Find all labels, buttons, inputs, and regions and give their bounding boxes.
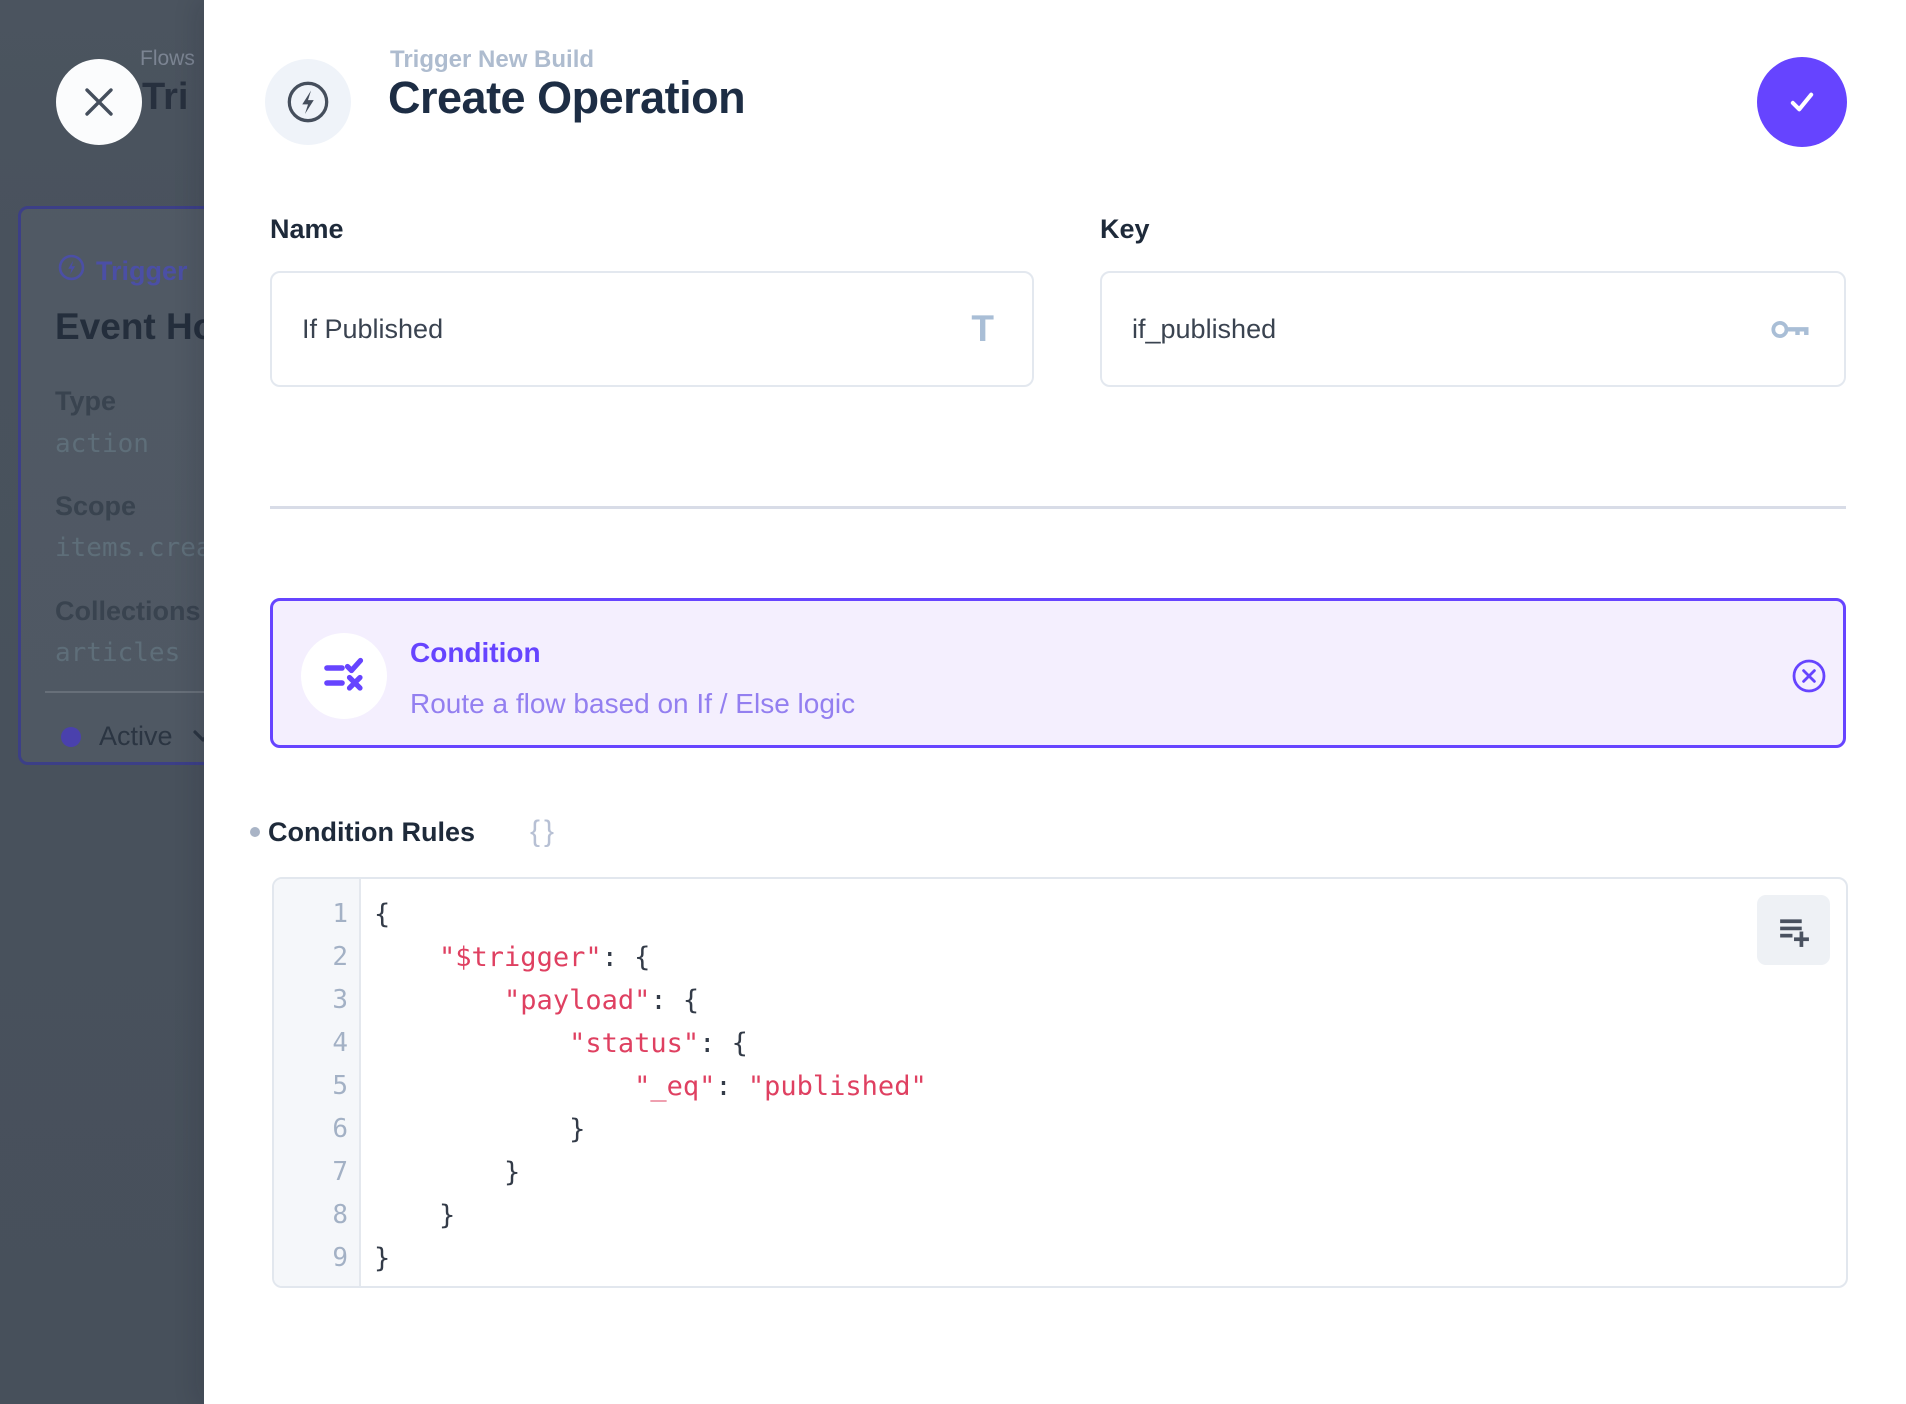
create-operation-drawer: Trigger New Build Create Operation Name … bbox=[204, 0, 1906, 1404]
status-dot bbox=[61, 726, 81, 747]
drawer-eyebrow: Trigger New Build bbox=[390, 46, 595, 73]
rule-icon bbox=[320, 652, 368, 700]
code-line: } bbox=[374, 1243, 391, 1274]
field-label: Type bbox=[55, 386, 117, 416]
line-number: 2 bbox=[332, 942, 348, 972]
field-label: Collections bbox=[55, 596, 201, 626]
line-number: 1 bbox=[332, 899, 348, 929]
key-field bbox=[1100, 271, 1846, 387]
status-row: Active bbox=[61, 721, 213, 752]
code-line: "payload": { bbox=[504, 985, 700, 1016]
insert-template-button[interactable] bbox=[1757, 895, 1830, 965]
editor-code-area[interactable]: { "$trigger": { "payload": { "status": {… bbox=[361, 879, 1846, 1286]
code-line: "_eq": "published" bbox=[634, 1071, 927, 1102]
code-line: } bbox=[374, 1114, 586, 1145]
section-divider bbox=[270, 506, 1846, 509]
key-input[interactable] bbox=[1102, 313, 1758, 345]
status-label: Active bbox=[99, 721, 173, 751]
name-field: T bbox=[270, 271, 1034, 387]
save-button[interactable] bbox=[1757, 57, 1847, 147]
close-drawer-button[interactable] bbox=[56, 59, 142, 145]
code-line: "status": { bbox=[569, 1028, 748, 1059]
name-input[interactable] bbox=[272, 313, 960, 345]
line-number: 9 bbox=[332, 1243, 348, 1273]
editor-line-numbers: 1 2 3 4 5 6 7 8 9 bbox=[274, 879, 361, 1286]
field-value: action bbox=[55, 429, 149, 459]
bolt-circle-icon bbox=[57, 253, 86, 289]
line-number: 3 bbox=[332, 985, 348, 1015]
condition-icon-circle bbox=[301, 633, 387, 719]
key-icon bbox=[1758, 316, 1844, 343]
playlist-add-icon bbox=[1775, 912, 1812, 949]
remove-condition-button[interactable] bbox=[1790, 657, 1828, 695]
x-circle-icon bbox=[1790, 657, 1828, 695]
bolt-icon bbox=[285, 79, 331, 125]
drawer-header-icon-circle bbox=[265, 59, 351, 145]
line-number: 4 bbox=[332, 1028, 348, 1058]
field-value: articles bbox=[55, 638, 181, 668]
condition-rules-editor: 1 2 3 4 5 6 7 8 9 { "$trigger": { "payload": { "… bbox=[272, 877, 1848, 1288]
condition-rules-label: Condition Rules bbox=[268, 817, 475, 847]
condition-subtitle: Route a flow based on If / Else logic bbox=[410, 688, 856, 719]
code-line: "$trigger": { bbox=[439, 942, 651, 973]
check-icon bbox=[1780, 80, 1824, 124]
close-icon bbox=[84, 87, 114, 117]
condition-title: Condition bbox=[410, 637, 541, 668]
breadcrumb: Flows bbox=[140, 47, 195, 70]
text-type-icon: T bbox=[971, 308, 994, 349]
card-divider bbox=[45, 691, 265, 693]
code-line: { bbox=[374, 899, 391, 930]
drawer-title: Create Operation bbox=[388, 72, 746, 123]
line-number: 7 bbox=[332, 1157, 348, 1187]
line-number: 5 bbox=[332, 1071, 348, 1101]
condition-operation-card[interactable]: Condition Route a flow based on If / Els… bbox=[270, 598, 1846, 748]
code-line: } bbox=[374, 1157, 521, 1188]
background-page-title: Tri bbox=[142, 76, 189, 118]
trigger-card-label: Trigger bbox=[96, 255, 188, 286]
raw-value-icon: {} bbox=[530, 815, 559, 848]
key-label: Key bbox=[1100, 214, 1150, 244]
name-label: Name bbox=[270, 214, 344, 244]
code-line: } bbox=[374, 1200, 456, 1231]
line-number: 8 bbox=[332, 1200, 348, 1230]
field-label: Scope bbox=[55, 491, 137, 521]
edited-indicator-dot bbox=[250, 827, 260, 837]
line-number: 6 bbox=[332, 1114, 348, 1144]
